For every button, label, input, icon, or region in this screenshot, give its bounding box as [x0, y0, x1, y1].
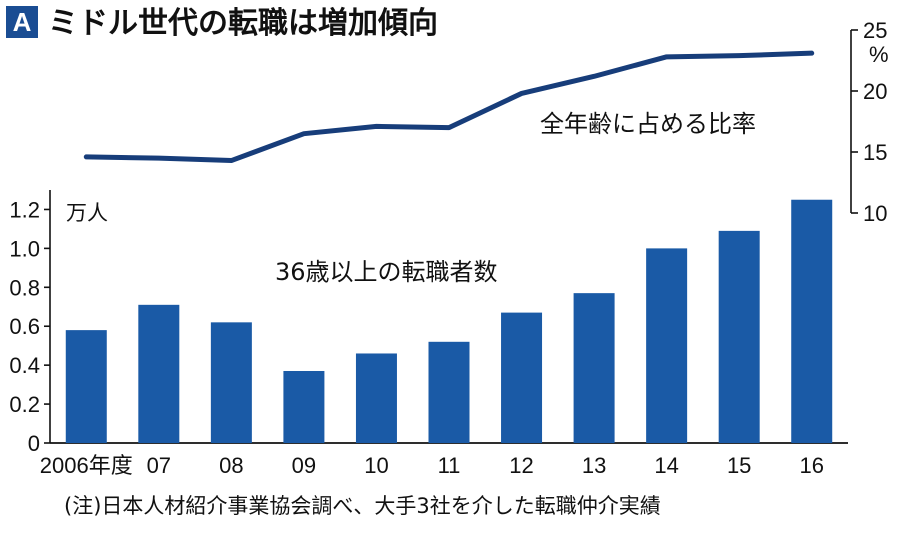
bar-1: [138, 304, 180, 443]
bar-y-tick-label: 0.4: [9, 353, 40, 378]
x-tick-label: 16: [799, 453, 823, 478]
bar-9: [718, 230, 760, 443]
right-axis-unit: %: [869, 42, 889, 67]
x-tick-label: 09: [292, 453, 316, 478]
line-y-tick-label: 15: [863, 140, 887, 165]
bar-y-tick-label: 0.8: [9, 275, 40, 300]
x-tick-label: 08: [219, 453, 243, 478]
line-y-tick-label: 10: [863, 201, 887, 226]
x-tick-label: 07: [147, 453, 171, 478]
line-y-tick-label: 25: [863, 18, 887, 43]
x-tick-label: 12: [509, 453, 533, 478]
footnote: (注)日本人材紹介事業協会調べ、大手3社を介した転職仲介実績: [64, 494, 661, 518]
bar-0: [65, 330, 107, 443]
bar-chart-area: 0 0.2 0.4 0.6 0.8 1.0 1.2 2006年度 07 08 09 10 11 12 13 1…: [9, 190, 848, 478]
bar-y-tick-label: 0.6: [9, 314, 40, 339]
x-tick-label: 11: [438, 453, 461, 478]
bar-y-tick-label: 0.2: [9, 392, 40, 417]
left-axis-unit: 万人: [66, 201, 108, 225]
bar-y-tick-label: 1.2: [9, 197, 40, 222]
line-series-label: 全年齢に占める比率: [540, 110, 756, 138]
bar-3: [283, 370, 325, 443]
line-y-tick-label: 20: [863, 79, 887, 104]
bar-series-label: 36歳以上の転職者数: [275, 258, 498, 286]
chart-title: ミドル世代の転職は増加傾向: [48, 6, 438, 41]
bar-5: [428, 341, 470, 443]
bar-y-tick-label: 1.0: [9, 236, 40, 261]
x-tick-label: 13: [582, 453, 606, 478]
line-series: [83, 50, 815, 164]
chart-header: A ミドル世代の転職は増加傾向: [6, 6, 438, 41]
x-tick-label: 10: [364, 453, 388, 478]
bar-8: [646, 248, 688, 443]
header-badge-box: [6, 6, 38, 38]
bar-7: [573, 293, 615, 443]
x-tick-label: 14: [654, 453, 678, 478]
line-chart-area: 10 15 20 25%: [83, 18, 889, 226]
bar-4: [355, 353, 397, 443]
x-tick-label: 2006年度: [40, 453, 133, 478]
bar-2: [210, 322, 252, 443]
x-tick-label: 15: [727, 453, 751, 478]
bar-y-tick-label: 0: [28, 431, 40, 456]
bar-10: [791, 199, 833, 443]
header-badge-letter: A: [13, 7, 32, 37]
bar-6: [501, 312, 543, 443]
